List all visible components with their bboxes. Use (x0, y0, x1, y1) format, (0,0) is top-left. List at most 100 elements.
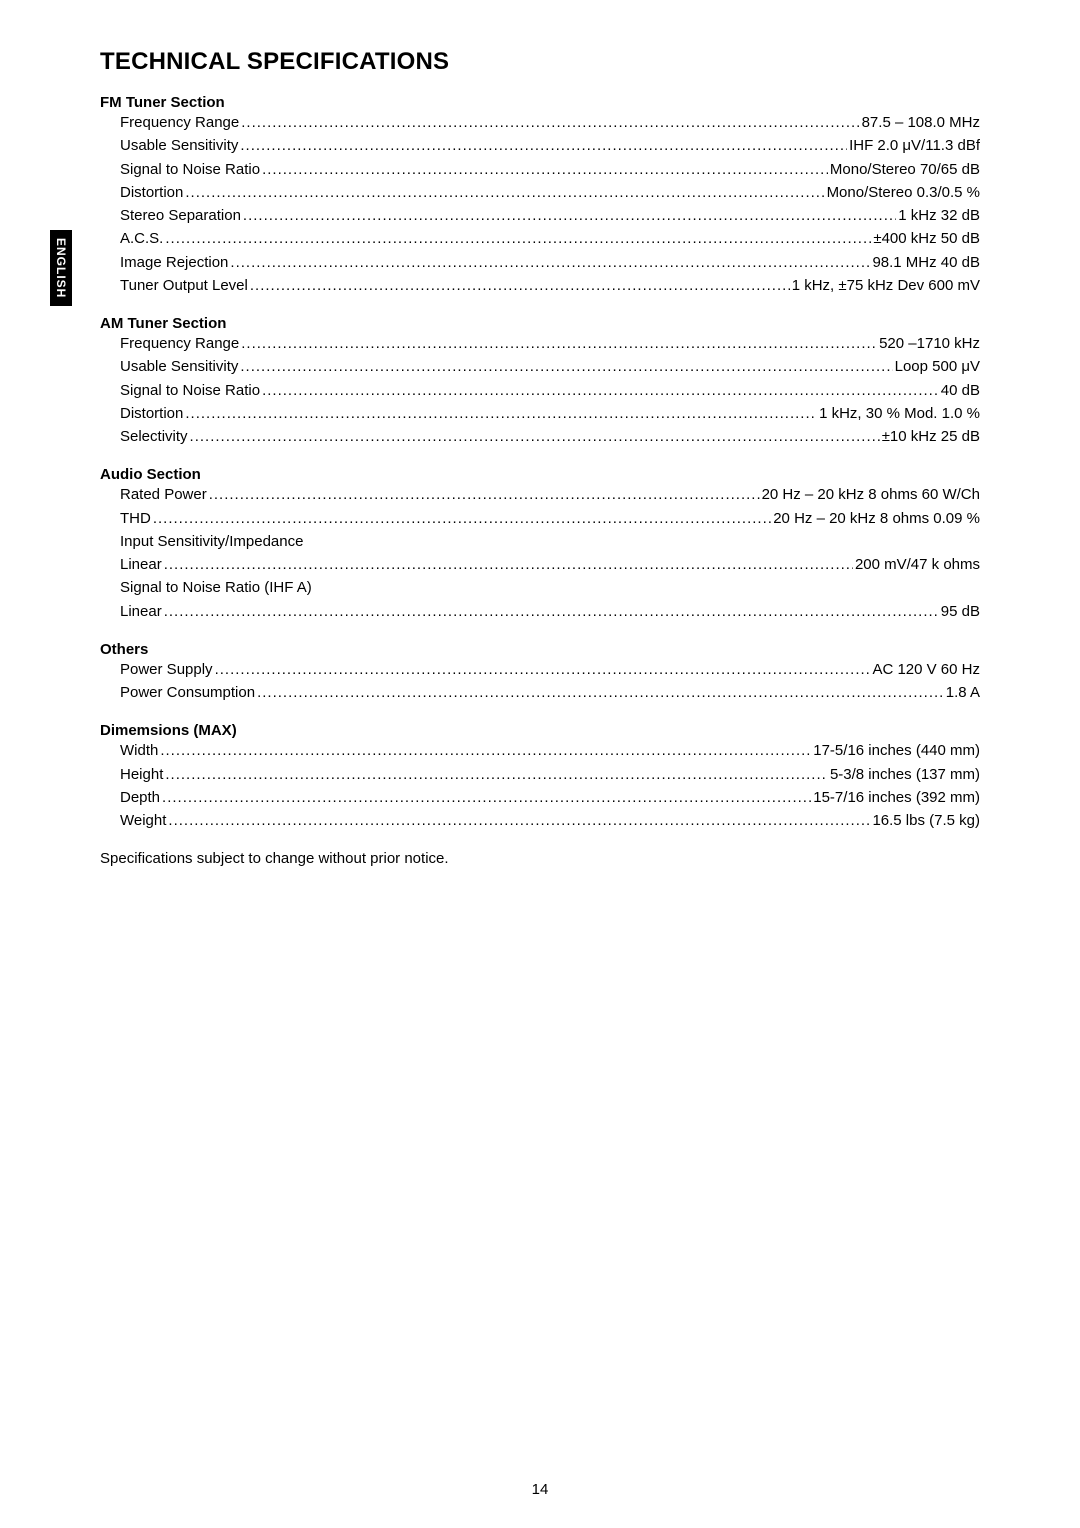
dot-leader (164, 553, 853, 576)
spec-value: Mono/Stereo 0.3/0.5 % (827, 181, 980, 204)
spec-row: Usable Sensitivity Loop 500 μV (120, 355, 980, 378)
dot-leader (257, 681, 944, 704)
spec-label: Distortion (120, 402, 183, 425)
spec-row: Linear 95 dB (120, 600, 980, 623)
dot-leader (162, 786, 811, 809)
spec-row: Signal to Noise Ratio 40 dB (120, 379, 980, 402)
spec-value: 1 kHz 32 dB (898, 204, 980, 227)
spec-row: Depth 15-7/16 inches (392 mm) (120, 786, 980, 809)
spec-label: Selectivity (120, 425, 188, 448)
spec-value: Mono/Stereo 70/65 dB (830, 158, 980, 181)
spec-row: Distortion Mono/Stereo 0.3/0.5 % (120, 181, 980, 204)
spec-row: Rated Power 20 Hz – 20 kHz 8 ohms 60 W/C… (120, 483, 980, 506)
spec-label: Signal to Noise Ratio (120, 158, 260, 181)
spec-subheading: Signal to Noise Ratio (IHF A) (120, 576, 980, 599)
spec-row: Selectivity ±10 kHz 25 dB (120, 425, 980, 448)
spec-value: ±400 kHz 50 dB (873, 227, 980, 250)
spec-row: Frequency Range 520 –1710 kHz (120, 332, 980, 355)
section-heading: Audio Section (100, 466, 980, 483)
spec-row: A.C.S. ±400 kHz 50 dB (120, 227, 980, 250)
spec-label: Signal to Noise Ratio (120, 379, 260, 402)
section-heading: Dimemsions (MAX) (100, 722, 980, 739)
spec-value: AC 120 V 60 Hz (872, 658, 980, 681)
dot-leader (262, 379, 939, 402)
spec-label: THD (120, 507, 151, 530)
page-number: 14 (0, 1481, 1080, 1498)
spec-value: 20 Hz – 20 kHz 8 ohms 60 W/Ch (762, 483, 980, 506)
dot-leader (215, 658, 871, 681)
spec-value: 5-3/8 inches (137 mm) (830, 763, 980, 786)
page: ENGLISH TECHNICAL SPECIFICATIONS FM Tune… (0, 0, 1080, 1528)
dot-leader (168, 809, 870, 832)
spec-label: Distortion (120, 181, 183, 204)
spec-label: Frequency Range (120, 111, 239, 134)
dot-leader (185, 181, 824, 204)
spec-value: 15-7/16 inches (392 mm) (813, 786, 980, 809)
section-heading: FM Tuner Section (100, 94, 980, 111)
spec-value: 95 dB (941, 600, 980, 623)
spec-row: Linear 200 mV/47 k ohms (120, 553, 980, 576)
spec-value: Loop 500 μV (895, 355, 980, 378)
spec-label: Height (120, 763, 163, 786)
spec-subheading: Input Sensitivity/Impedance (120, 530, 980, 553)
spec-label: Rated Power (120, 483, 207, 506)
spec-label: Power Supply (120, 658, 213, 681)
spec-label: Tuner Output Level (120, 274, 248, 297)
spec-row: Power Consumption 1.8 A (120, 681, 980, 704)
spec-value: 200 mV/47 k ohms (855, 553, 980, 576)
section-heading: AM Tuner Section (100, 315, 980, 332)
spec-label: Frequency Range (120, 332, 239, 355)
section-heading: Others (100, 641, 980, 658)
spec-label: Width (120, 739, 158, 762)
spec-row: Width 17-5/16 inches (440 mm) (120, 739, 980, 762)
dot-leader (165, 763, 828, 786)
spec-label: Weight (120, 809, 166, 832)
spec-row: Signal to Noise Ratio Mono/Stereo 70/65 … (120, 158, 980, 181)
dot-leader (190, 425, 880, 448)
footer-note: Specifications subject to change without… (100, 850, 980, 867)
spec-label: Depth (120, 786, 160, 809)
spec-row: THD 20 Hz – 20 kHz 8 ohms 0.09 % (120, 507, 980, 530)
spec-label: Power Consumption (120, 681, 255, 704)
spec-label: Stereo Separation (120, 204, 241, 227)
dot-leader (240, 355, 892, 378)
spec-value: 16.5 lbs (7.5 kg) (872, 809, 980, 832)
spec-value: 87.5 – 108.0 MHz (862, 111, 980, 134)
spec-value: 1 kHz, ±75 kHz Dev 600 mV (792, 274, 980, 297)
spec-row: Tuner Output Level 1 kHz, ±75 kHz Dev 60… (120, 274, 980, 297)
dot-leader (250, 274, 790, 297)
spec-value: 1.8 A (946, 681, 980, 704)
spec-value: 17-5/16 inches (440 mm) (813, 739, 980, 762)
dot-leader (240, 134, 847, 157)
spec-row: Height 5-3/8 inches (137 mm) (120, 763, 980, 786)
spec-label: Linear (120, 553, 162, 576)
dot-leader (262, 158, 828, 181)
dot-leader (153, 507, 771, 530)
dot-leader (160, 739, 811, 762)
dot-leader (243, 204, 896, 227)
spec-label: Usable Sensitivity (120, 134, 238, 157)
dot-leader (164, 600, 939, 623)
page-title: TECHNICAL SPECIFICATIONS (100, 48, 980, 76)
spec-value: 20 Hz – 20 kHz 8 ohms 0.09 % (773, 507, 980, 530)
dot-leader (185, 402, 817, 425)
dot-leader (230, 251, 870, 274)
spec-label: Linear (120, 600, 162, 623)
spec-label: Image Rejection (120, 251, 228, 274)
spec-value: 98.1 MHz 40 dB (872, 251, 980, 274)
spec-row: Usable Sensitivity IHF 2.0 μV/11.3 dBf (120, 134, 980, 157)
spec-row: Image Rejection 98.1 MHz 40 dB (120, 251, 980, 274)
spec-label: Usable Sensitivity (120, 355, 238, 378)
spec-row: Stereo Separation 1 kHz 32 dB (120, 204, 980, 227)
spec-row: Frequency Range 87.5 – 108.0 MHz (120, 111, 980, 134)
spec-value: IHF 2.0 μV/11.3 dBf (849, 134, 980, 157)
dot-leader (165, 227, 871, 250)
language-tab: ENGLISH (50, 230, 72, 306)
spec-value: ±10 kHz 25 dB (882, 425, 980, 448)
spec-row: Distortion 1 kHz, 30 % Mod. 1.0 % (120, 402, 980, 425)
dot-leader (209, 483, 760, 506)
spec-value: 40 dB (941, 379, 980, 402)
spec-label: A.C.S. (120, 227, 163, 250)
dot-leader (241, 111, 859, 134)
dot-leader (241, 332, 877, 355)
